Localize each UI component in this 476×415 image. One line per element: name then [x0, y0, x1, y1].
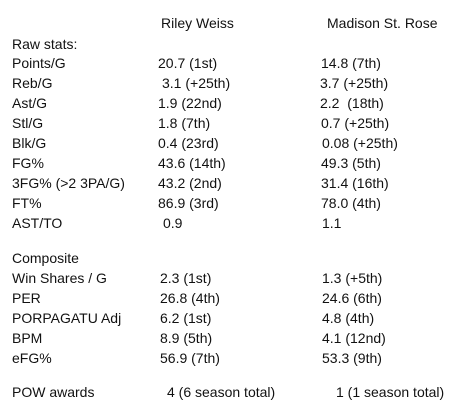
raw-row-value-b: 1.1 [322, 215, 342, 231]
raw-row-value-a: 3.1 (+25th) [162, 75, 231, 91]
raw-row-value-b: 2.2 (18th) [320, 95, 384, 111]
composite-row-value-b: 4.8 (4th) [322, 310, 375, 326]
composite-row-value-a: 8.9 (5th) [160, 330, 213, 346]
composite-row-value-b: 4.1 (12nd) [322, 330, 386, 346]
composite-row-value-a: 6.2 (1st) [160, 310, 212, 326]
player-b-header: Madison St. Rose [327, 15, 438, 31]
composite-row-label: Win Shares / G [12, 270, 107, 286]
composite-row-label: PORPAGATU Adj [12, 310, 122, 326]
raw-row-label: Ast/G [12, 95, 48, 111]
raw-row-value-a: 86.9 (3rd) [158, 195, 219, 211]
composite-row-label: PER [12, 290, 41, 306]
raw-row-value-b: 49.3 (5th) [321, 155, 381, 171]
composite-row-label: BPM [12, 330, 43, 346]
raw-row-value-a: 0.9 [163, 215, 183, 231]
raw-row-label: FT% [12, 195, 42, 211]
raw-row-label: Stl/G [12, 115, 44, 131]
raw-row-value-b: 0.08 (+25th) [322, 135, 398, 151]
raw-row-value-b: 14.8 (7th) [321, 55, 381, 71]
raw-row-label: Points/G [12, 55, 66, 71]
raw-row-value-a: 0.4 (23rd) [158, 135, 219, 151]
composite-title: Composite [12, 250, 79, 266]
player-a-header: Riley Weiss [161, 15, 234, 31]
raw-row-value-a: 43.6 (14th) [158, 155, 226, 171]
pow-awards-value-b: 1 (1 season total) [336, 384, 445, 400]
raw-row-label: Blk/G [12, 135, 47, 151]
composite-row-label: eFG% [12, 350, 52, 366]
raw-row-value-b: 0.7 (+25th) [321, 115, 390, 131]
composite-row-value-a: 56.9 (7th) [160, 350, 220, 366]
raw-row-label: Reb/G [12, 75, 53, 91]
composite-row-value-b: 24.6 (6th) [322, 290, 382, 306]
composite-row-value-a: 2.3 (1st) [160, 270, 212, 286]
composite-row-value-b: 1.3 (+5th) [322, 270, 383, 286]
composite-row-value-b: 53.3 (9th) [322, 350, 382, 366]
raw-row-label: 3FG% (>2 3PA/G) [12, 175, 125, 191]
raw-row-label: FG% [12, 155, 44, 171]
raw-row-value-a: 1.8 (7th) [158, 115, 211, 131]
pow-awards-label: POW awards [12, 384, 95, 400]
composite-row-value-a: 26.8 (4th) [160, 290, 220, 306]
raw-row-value-a: 1.9 (22nd) [158, 95, 222, 111]
raw-row-value-b: 78.0 (4th) [321, 195, 381, 211]
pow-awards-value-a: 4 (6 season total) [167, 384, 276, 400]
raw-row-value-a: 20.7 (1st) [158, 55, 218, 71]
raw-row-value-b: 3.7 (+25th) [320, 75, 389, 91]
raw-row-value-a: 43.2 (2nd) [158, 175, 222, 191]
raw-stats-title: Raw stats: [12, 36, 78, 52]
raw-row-label: AST/TO [12, 215, 63, 231]
raw-row-value-b: 31.4 (16th) [321, 175, 389, 191]
